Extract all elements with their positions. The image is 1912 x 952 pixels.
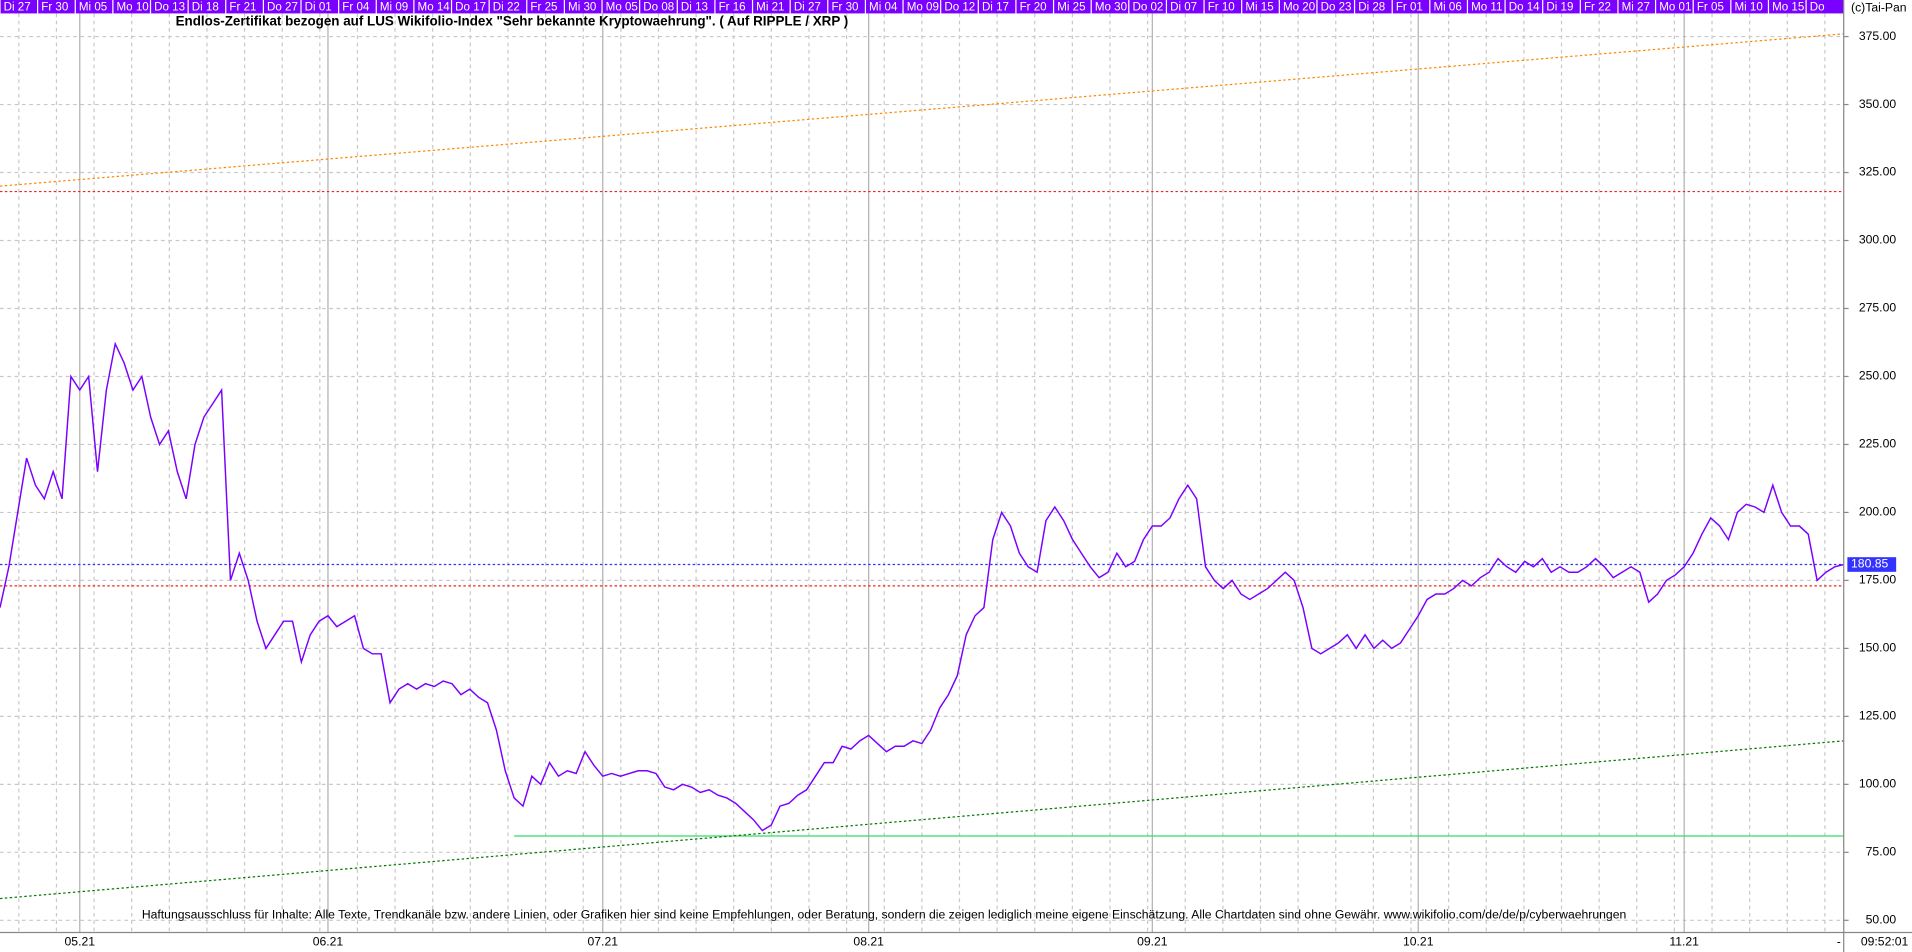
- y-tick-label: 325.00: [1859, 165, 1897, 179]
- day-label: Mo 14: [418, 1, 451, 13]
- day-label: Fr 22: [1584, 1, 1611, 13]
- y-tick-label: 100.00: [1859, 777, 1897, 791]
- day-label: Fr 30: [831, 1, 858, 13]
- copyright: (c)Tai-Pan: [1851, 1, 1907, 15]
- day-label: Fr 16: [719, 1, 746, 13]
- corner-mark: -: [1837, 934, 1841, 948]
- day-label: Do 17: [455, 1, 486, 13]
- day-label: Di 27: [4, 1, 31, 13]
- day-label: Mo 09: [907, 1, 939, 13]
- day-label: Fr 10: [1208, 1, 1235, 13]
- day-label: Mi 15: [1245, 1, 1273, 13]
- day-label: Do 14: [1509, 1, 1540, 13]
- day-label: Fr 01: [1396, 1, 1423, 13]
- day-label: Do 08: [643, 1, 674, 13]
- day-label: Do 27: [267, 1, 298, 13]
- day-label: Mo 10: [117, 1, 149, 13]
- day-label: Fr 04: [342, 1, 370, 13]
- day-label: Mo 01: [1659, 1, 1691, 13]
- plot-area: [0, 13, 1844, 933]
- trend-line: [0, 33, 1844, 187]
- day-label: Di 19: [1546, 1, 1573, 13]
- day-label: Di 22: [493, 1, 520, 13]
- day-label: Mo 20: [1283, 1, 1315, 13]
- day-label: Mo 30: [1095, 1, 1127, 13]
- day-label: Di 01: [305, 1, 332, 13]
- day-label: Mi 21: [756, 1, 784, 13]
- day-label: Mi 25: [1057, 1, 1085, 13]
- y-tick-label: 150.00: [1859, 641, 1897, 655]
- last-value-label: 180.85: [1851, 557, 1889, 571]
- day-label: Fr 21: [229, 1, 256, 13]
- y-tick-label: 350.00: [1859, 97, 1897, 111]
- day-label: Mi 30: [568, 1, 596, 13]
- x-tick-label: 05.21: [65, 934, 96, 948]
- time: 09:52:01: [1861, 934, 1909, 948]
- day-label: Fr 05: [1697, 1, 1724, 13]
- day-label: Do 02: [1132, 1, 1163, 13]
- y-tick-label: 125.00: [1859, 709, 1897, 723]
- day-label: Mo 11: [1471, 1, 1502, 13]
- day-label: Di 17: [982, 1, 1009, 13]
- y-tick-label: 200.00: [1859, 505, 1897, 519]
- day-label: Mi 06: [1433, 1, 1461, 13]
- x-tick-label: 06.21: [313, 934, 344, 948]
- day-label: Do 13: [154, 1, 185, 13]
- day-label: Mi 05: [79, 1, 107, 13]
- day-label: Fr 20: [1020, 1, 1047, 13]
- last-value-badge: [1847, 557, 1897, 572]
- y-tick-label: 50.00: [1866, 913, 1897, 927]
- day-label: Mi 27: [1622, 1, 1650, 13]
- y-tick-label: 175.00: [1859, 573, 1897, 587]
- x-tick-label: 10.21: [1403, 934, 1434, 948]
- day-label: Do 23: [1321, 1, 1352, 13]
- day-label: Di 13: [681, 1, 708, 13]
- day-label: Di 07: [1170, 1, 1197, 13]
- day-label: Fr 25: [530, 1, 557, 13]
- y-tick-label: 250.00: [1859, 369, 1897, 383]
- day-label: Mi 04: [869, 1, 898, 13]
- day-label: Mo 15: [1772, 1, 1804, 13]
- y-tick-label: 275.00: [1859, 301, 1897, 315]
- day-label: Mi 09: [380, 1, 408, 13]
- trend-line: [0, 740, 1844, 900]
- day-label: Do: [1810, 1, 1825, 13]
- chart-title: Endlos-Zertifikat bezogen auf LUS Wikifo…: [176, 13, 849, 28]
- x-tick-label: 09.21: [1137, 934, 1168, 948]
- disclaimer: Haftungsausschluss für Inhalte: Alle Tex…: [142, 908, 1626, 922]
- x-tick-label: 08.21: [853, 934, 884, 948]
- top-bar: [0, 0, 1844, 14]
- top-labels: Di 27 Fr 30 Mi 05 Mo 10 Do 13 Di 18 Fr 21 Do 27…: [0, 0, 1825, 14]
- y-tick-label: 300.00: [1859, 233, 1897, 247]
- day-label: Di 27: [794, 1, 821, 13]
- y-tick-label: 75.00: [1866, 845, 1897, 859]
- x-tick-label: 07.21: [587, 934, 618, 948]
- day-label: Mi 10: [1734, 1, 1762, 13]
- day-label: Mo 05: [606, 1, 638, 13]
- x-tick-label: 11.21: [1669, 934, 1699, 948]
- day-label: Di 28: [1358, 1, 1385, 13]
- y-tick-label: 225.00: [1859, 437, 1897, 451]
- day-label: Do 12: [944, 1, 975, 13]
- day-label: Fr 30: [41, 1, 68, 13]
- y-tick-label: 375.00: [1859, 29, 1897, 43]
- day-label: Di 18: [192, 1, 219, 13]
- price-line: [0, 341, 1844, 832]
